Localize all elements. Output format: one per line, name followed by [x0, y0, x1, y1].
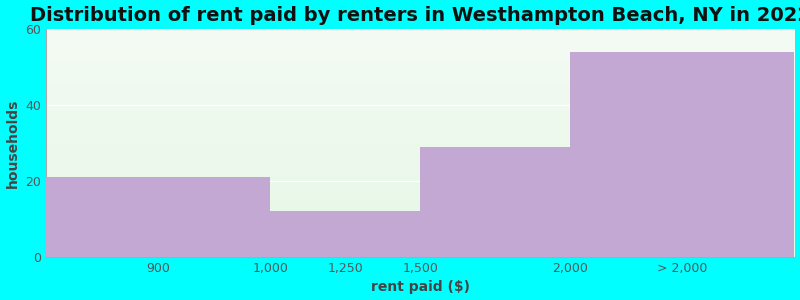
Bar [270, 212, 346, 257]
Bar [46, 177, 270, 257]
Bar [346, 212, 420, 257]
Bar [570, 52, 794, 257]
Title: Distribution of rent paid by renters in Westhampton Beach, NY in 2022: Distribution of rent paid by renters in … [30, 6, 800, 25]
X-axis label: rent paid ($): rent paid ($) [370, 280, 470, 294]
Bar [420, 147, 570, 257]
Y-axis label: households: households [6, 98, 19, 188]
